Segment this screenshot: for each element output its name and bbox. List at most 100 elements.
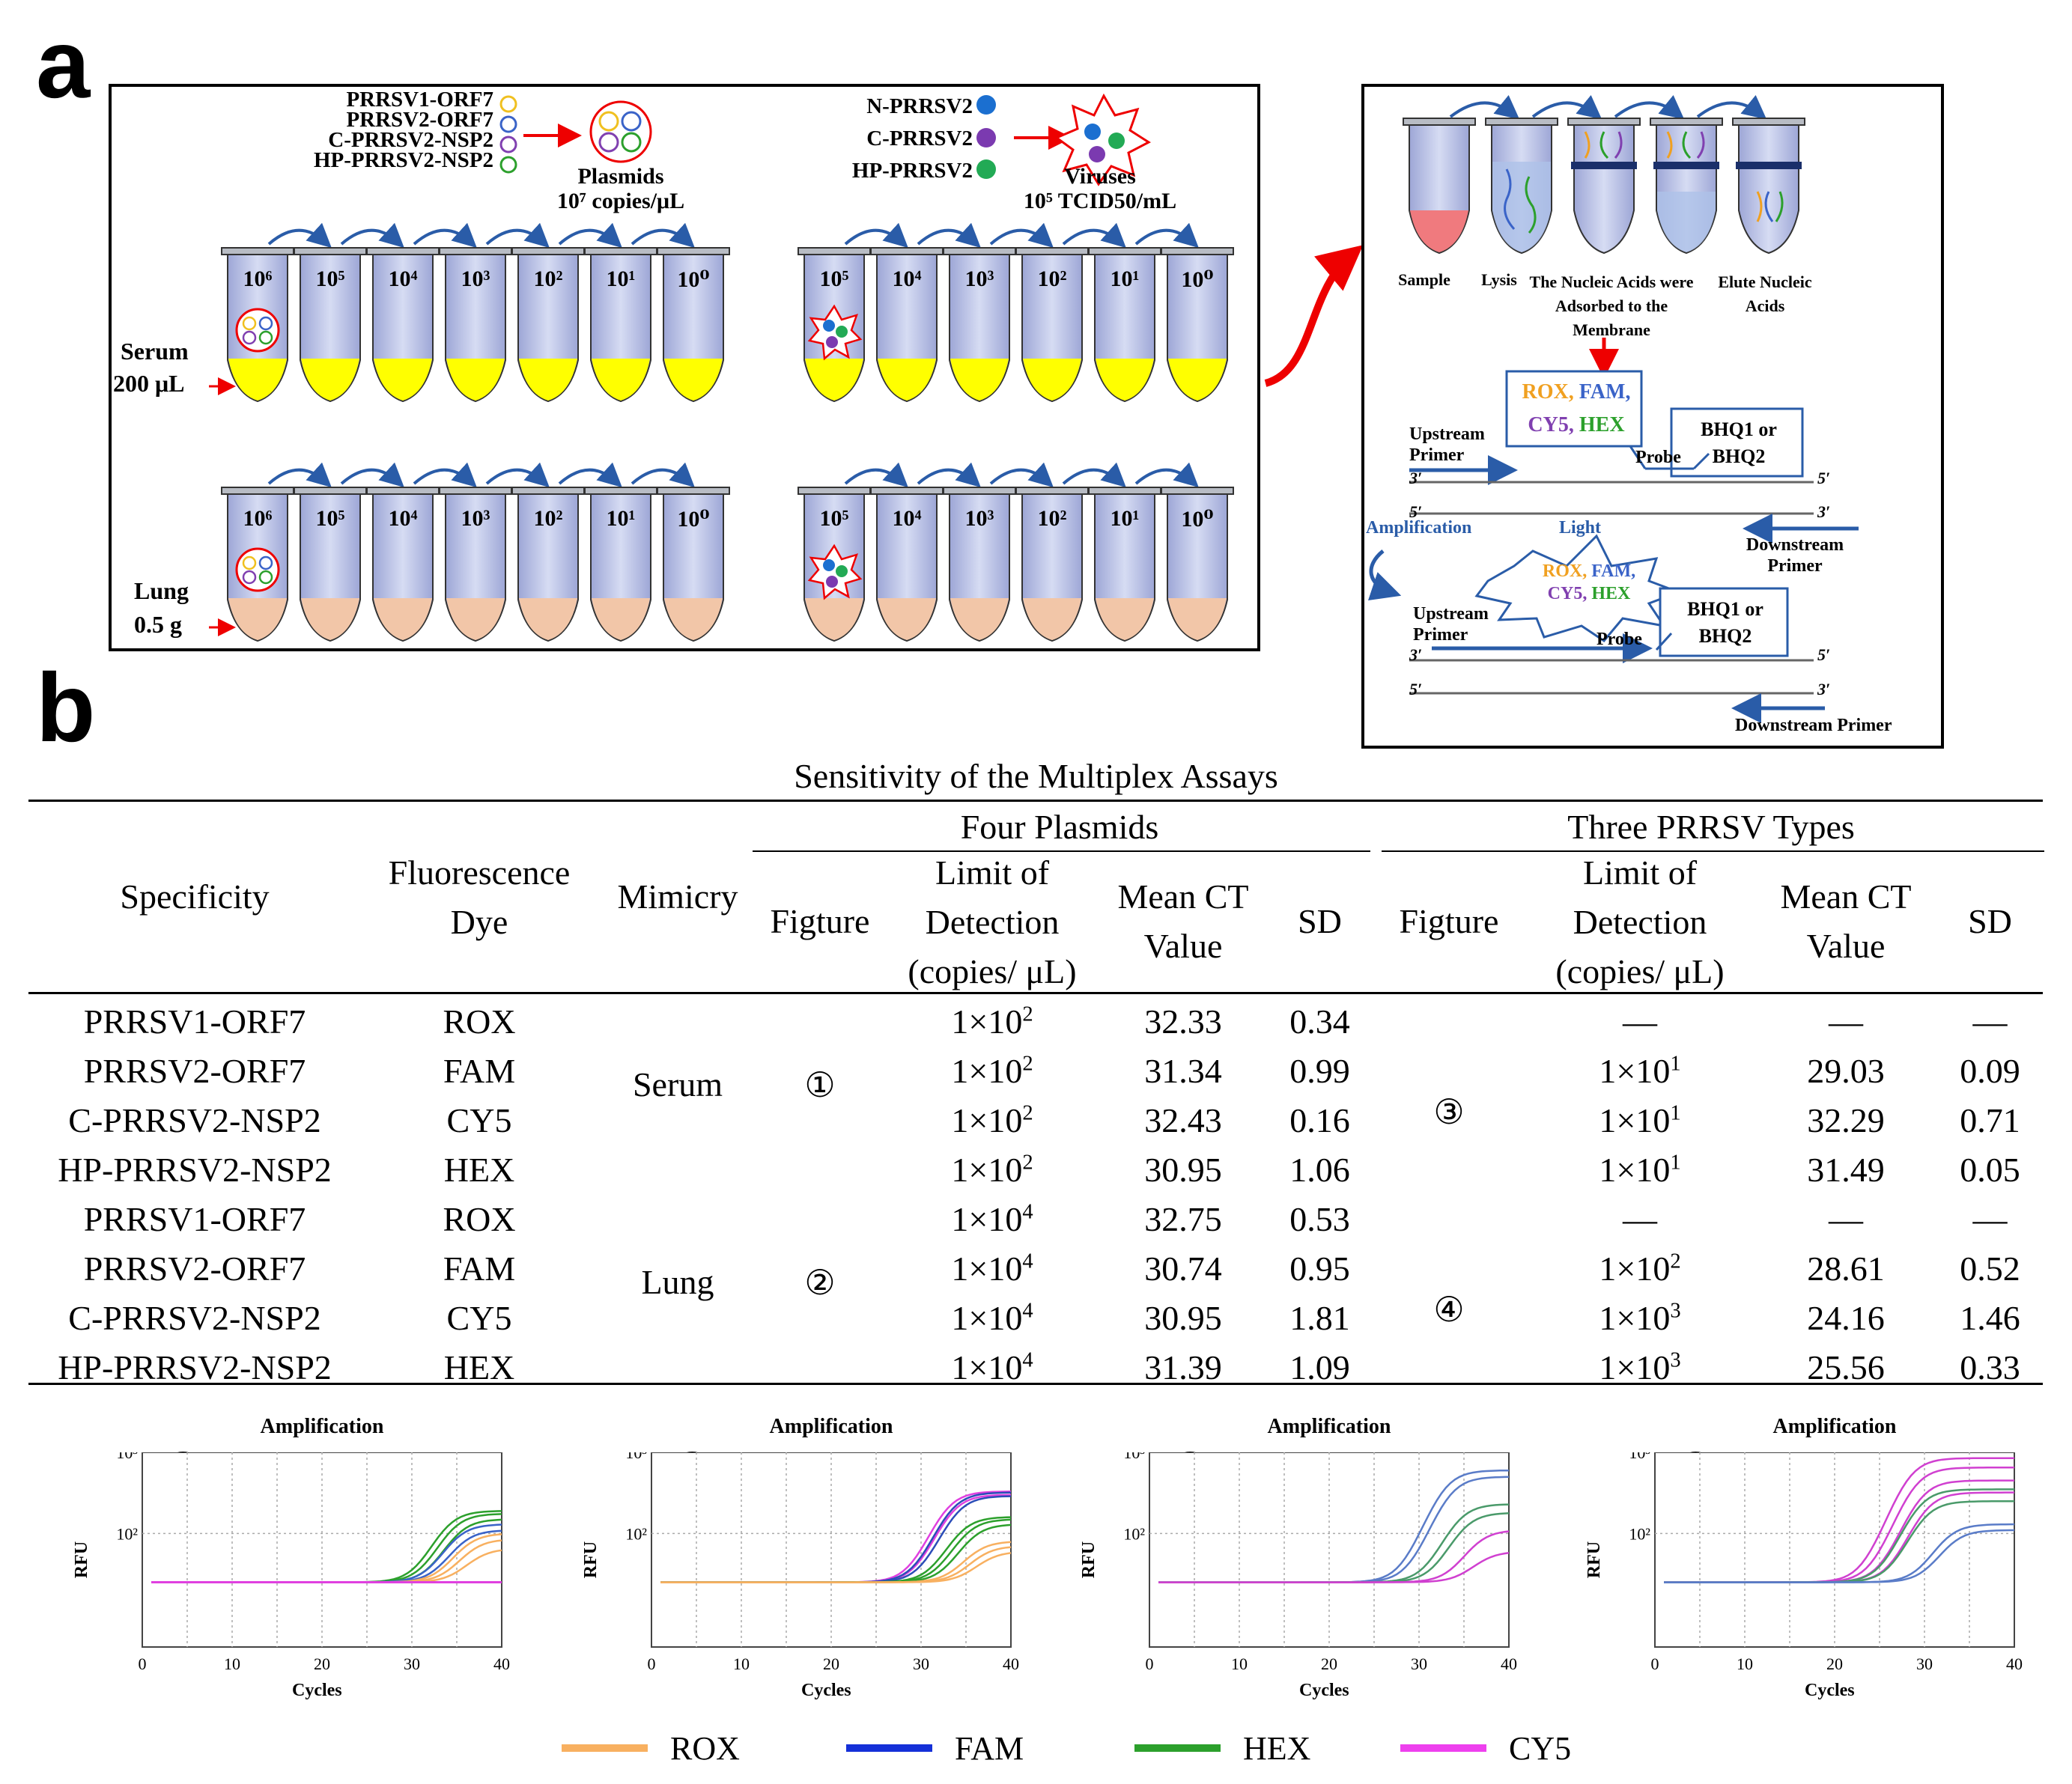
plasmid-tube xyxy=(657,487,730,642)
cell-lod: 1×102 xyxy=(887,1100,1097,1140)
dilution-label: 10⁴ xyxy=(388,267,418,291)
cell-spec: C-PRRSV2-NSP2 xyxy=(68,1101,321,1139)
prime5-c: 5′ xyxy=(1817,645,1831,664)
cell-dye: HEX xyxy=(443,1151,515,1189)
lung-label: Lung xyxy=(134,577,189,604)
series-line-rox xyxy=(660,1552,1012,1583)
y-tick-label: 10³ xyxy=(1629,1452,1650,1462)
c-prrsv2-virus-icon xyxy=(976,128,996,147)
cell-lod: 1×104 xyxy=(887,1199,1097,1239)
cell-lod: 1×102 xyxy=(887,1051,1097,1091)
virus-name-list: N-PRRSV2 C-PRRSV2 HP-PRRSV2 xyxy=(800,91,973,187)
cell-spec: PRRSV2-ORF7 xyxy=(83,1052,306,1090)
plasmid-tube xyxy=(511,487,585,642)
lung-amount: 0.5 g xyxy=(134,611,182,638)
dye-rox: ROX, xyxy=(1522,380,1574,404)
lod-exponent: 1 xyxy=(1670,1151,1681,1175)
extraction-tube xyxy=(1485,118,1558,255)
dye-list-2: ROX, FAM, CY5, HEX xyxy=(1522,560,1656,605)
cell-sd: 0.34 xyxy=(1289,1002,1350,1041)
plasmid-name-list: PRRSV1-ORF7 PRRSV2-ORF7 C-PRRSV2-NSP2 HP… xyxy=(246,88,493,171)
chart-svg: 0 10 20 30 40 10² 10³ xyxy=(625,1452,1019,1673)
lod-base: 1×10 xyxy=(1599,1101,1671,1139)
figture-ref-4: ④ xyxy=(1433,1291,1465,1329)
lod-base: 1×10 xyxy=(951,1052,1023,1090)
chart-title: Amplification xyxy=(260,1415,384,1438)
x-tick-label: 40 xyxy=(493,1654,510,1673)
cell-spec: HP-PRRSV2-NSP2 xyxy=(58,1348,332,1386)
quencher-1: BHQ1 or BHQ2 xyxy=(1701,418,1777,467)
plasmid-name: PRRSV1-ORF7 xyxy=(346,88,493,112)
header-mean-2: Mean CT Value xyxy=(1780,877,1912,965)
x-tick-label: 30 xyxy=(404,1654,420,1673)
dilution-label: 10¹ xyxy=(606,267,636,291)
legend-label-cy5: CY5 xyxy=(1509,1730,1572,1767)
dye-fam: FAM, xyxy=(1579,380,1631,404)
virus-tube xyxy=(870,487,944,642)
lod-exponent: 1 xyxy=(1670,1052,1681,1076)
cell-dye: ROX xyxy=(443,1200,516,1238)
header-figture-2: Figture xyxy=(1399,902,1499,940)
prime3-a: 3′ xyxy=(1409,469,1423,487)
panel-b-label: b xyxy=(36,653,96,762)
panel-a-label: a xyxy=(36,9,91,118)
cell-sd: 1.81 xyxy=(1289,1299,1350,1337)
lod-exponent: 2 xyxy=(1022,1052,1033,1076)
lod-base: 1×10 xyxy=(951,1002,1023,1041)
viruses-title: Viruses xyxy=(1064,164,1136,189)
dilution-label: 10³ xyxy=(964,506,994,531)
plot-area xyxy=(1149,1452,1510,1648)
figture-ref-1: ① xyxy=(804,1066,836,1104)
header-figture-1: Figture xyxy=(770,902,870,940)
serum-amount: 200 μL xyxy=(113,370,185,397)
hp-prrsv2-virus-icon xyxy=(976,159,996,179)
plasmid-tube xyxy=(294,487,367,642)
cell-dye: FAM xyxy=(443,1052,516,1090)
chart-title: Amplification xyxy=(1772,1415,1897,1438)
header-lod-1: Limit of Detection (copies/ μL) xyxy=(908,853,1077,990)
series-line-fam xyxy=(1664,1529,2014,1583)
rule-group2 xyxy=(1382,850,2044,852)
cell-lod: 1×102 xyxy=(887,1150,1097,1190)
dilution-label: 10³ xyxy=(461,506,490,531)
mimicry-lung: Lung xyxy=(641,1263,714,1301)
viruses-conc: 10⁵ TCID50/mL xyxy=(1023,189,1177,213)
virus-name: N-PRRSV2 xyxy=(866,94,973,118)
plasmid-tube xyxy=(439,247,512,403)
virus-tube xyxy=(870,247,944,403)
legend-swatch-cy5 xyxy=(1400,1744,1486,1752)
lod-base: 1×10 xyxy=(951,1249,1023,1288)
legend-swatch-hex xyxy=(1134,1744,1221,1752)
plasmid-tube xyxy=(366,247,440,403)
cell-ct: 28.61 xyxy=(1807,1249,1885,1288)
cell-dye: ROX xyxy=(443,1002,516,1041)
x-tick-label: 20 xyxy=(1321,1654,1337,1673)
cell-sd: 0.33 xyxy=(1960,1348,2020,1386)
group-three-prrsv: Three PRRSV Types xyxy=(1567,808,1855,846)
lod-exponent: 2 xyxy=(1670,1249,1681,1273)
cell-sd: 0.09 xyxy=(1960,1052,2020,1090)
lod-exponent: 4 xyxy=(1022,1348,1033,1372)
x-tick-label: 10 xyxy=(224,1654,240,1673)
header-sd-2: SD xyxy=(1968,902,2012,940)
plasmid-mix-icon xyxy=(589,100,652,163)
dilution-label: 10² xyxy=(533,267,563,291)
cell-sd: 0.16 xyxy=(1289,1101,1350,1139)
group-four-plasmids: Four Plasmids xyxy=(960,808,1159,846)
x-tick-label: 0 xyxy=(1146,1654,1154,1673)
cell-sd: 0.71 xyxy=(1960,1101,2020,1139)
upstream-1: Upstream Primer xyxy=(1409,424,1485,465)
virus-mix-icon xyxy=(807,304,863,361)
x-tick-label: 0 xyxy=(1651,1654,1659,1673)
lod-exponent: 4 xyxy=(1022,1299,1033,1323)
dye-cy5-2: CY5, xyxy=(1547,584,1588,603)
chart-svg: 0 10 20 30 40 10² 10³ xyxy=(116,1452,510,1673)
y-tick-label: 10² xyxy=(1123,1524,1145,1543)
cell-spec: PRRSV1-ORF7 xyxy=(83,1200,306,1238)
x-tick-label: 40 xyxy=(1501,1654,1517,1673)
cell-sd: 1.09 xyxy=(1289,1348,1350,1386)
dilution-label: 10¹ xyxy=(1110,267,1140,291)
cell-lod: 1×103 xyxy=(1535,1298,1745,1338)
plasmid-tube xyxy=(584,247,657,403)
extraction-box: Sample Lysis The Nucleic Acids were Adso… xyxy=(1361,84,1944,749)
